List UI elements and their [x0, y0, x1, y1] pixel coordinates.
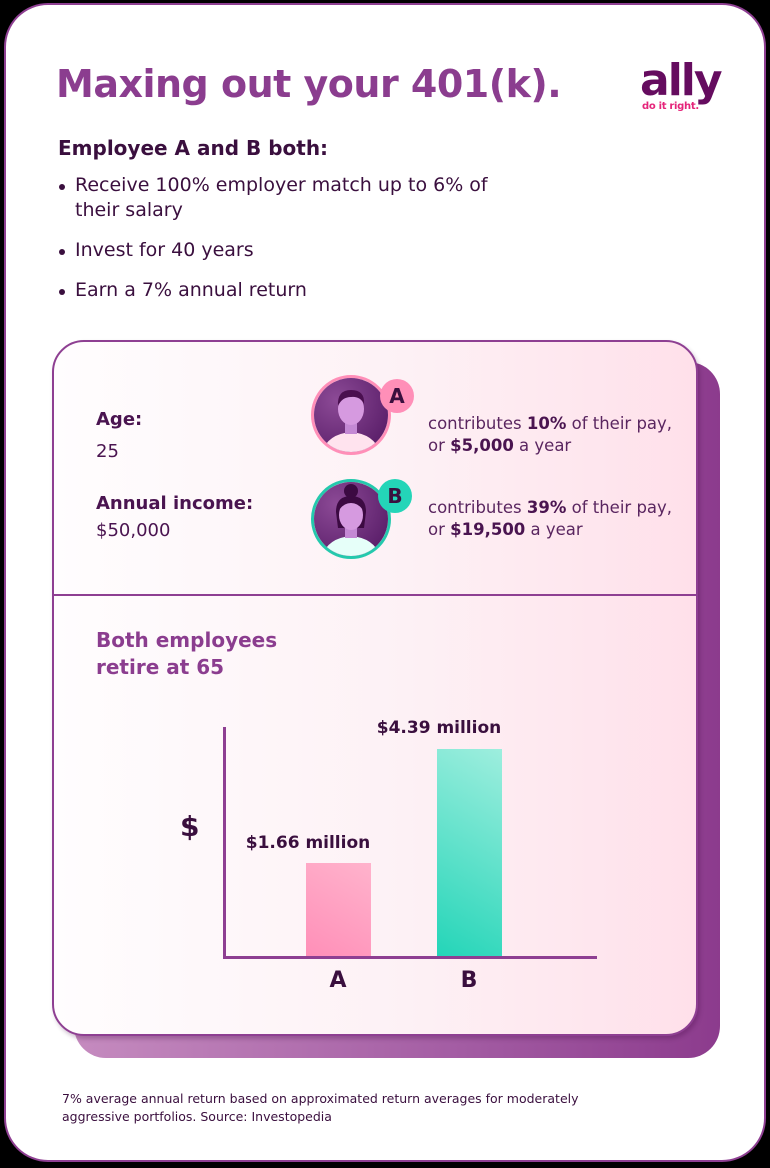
- age-label: Age:: [96, 409, 143, 430]
- contribution-text: of their pay, or: [428, 498, 673, 539]
- employee-a-contribution: contributes 10% of their pay, or $5,000 …: [428, 413, 688, 457]
- section-divider: [54, 594, 696, 596]
- assumption-item: Receive 100% employer match up to 6% of …: [58, 173, 508, 223]
- x-tick-a: A: [329, 968, 347, 993]
- bar-a-value-label: $1.66 million: [245, 833, 371, 853]
- bar-a: [306, 863, 371, 956]
- age-value: 25: [96, 441, 119, 462]
- employee-b-avatar: [311, 479, 391, 559]
- logo-tagline: do it right.: [642, 101, 699, 112]
- bar-b: [437, 749, 502, 956]
- ally-logo[interactable]: ally do it right.: [640, 55, 732, 115]
- y-axis-label: $: [180, 810, 200, 843]
- contribution-amount: $5,000: [450, 436, 514, 455]
- bar-b-value-label: $4.39 million: [376, 718, 502, 738]
- contribution-text: contributes: [428, 414, 527, 433]
- employee-a-badge: A: [380, 379, 414, 413]
- employee-b-badge: B: [378, 479, 412, 513]
- comparison-panel: Age: 25 Annual income: $50,000 A contrib…: [52, 340, 698, 1036]
- contribution-text: contributes: [428, 498, 527, 517]
- logo-wordmark: ally: [640, 55, 723, 106]
- assumption-item: Invest for 40 years: [58, 238, 528, 263]
- chart-title: Both employees retire at 65: [96, 628, 278, 679]
- intro-heading: Employee A and B both:: [58, 136, 329, 160]
- employee-a-avatar: [311, 375, 391, 455]
- contribution-text: a year: [513, 436, 572, 455]
- contribution-amount: $19,500: [450, 520, 526, 539]
- page-title: Maxing out your 401(k).: [56, 62, 562, 106]
- person-female-icon: [314, 482, 388, 556]
- assumption-item: Earn a 7% annual return: [58, 278, 528, 303]
- x-tick-b: B: [460, 968, 478, 993]
- contribution-text: of their pay, or: [428, 414, 673, 455]
- employee-b-contribution: contributes 39% of their pay, or $19,500…: [428, 497, 688, 541]
- contribution-text: a year: [525, 520, 583, 539]
- income-value: $50,000: [96, 520, 171, 541]
- contribution-percent: 10%: [526, 414, 567, 433]
- assumption-list: Receive 100% employer match up to 6% of …: [58, 173, 528, 318]
- y-axis: [223, 727, 226, 959]
- footnote: 7% average annual return based on approx…: [62, 1091, 579, 1124]
- income-label: Annual income:: [96, 493, 254, 514]
- contribution-percent: 39%: [526, 498, 567, 517]
- person-male-icon: [314, 378, 388, 452]
- x-axis: [223, 956, 597, 959]
